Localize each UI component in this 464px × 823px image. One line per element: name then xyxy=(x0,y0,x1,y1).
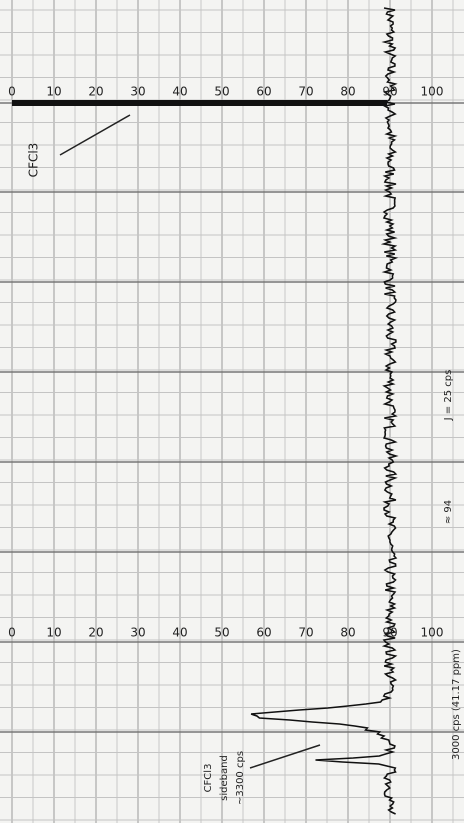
scale-label: 70 xyxy=(298,626,313,640)
scale-label: 60 xyxy=(256,85,271,99)
annotation: ~3300 cps xyxy=(235,751,246,805)
scale-label: 90 xyxy=(382,626,397,640)
spectrum-trace xyxy=(250,7,399,815)
annotation: sideband xyxy=(219,755,230,801)
scale-label: 10 xyxy=(46,626,61,640)
trace xyxy=(12,7,399,815)
scale-label: 40 xyxy=(172,85,187,99)
scale-label: 0 xyxy=(8,626,16,640)
scale-label: 40 xyxy=(172,626,187,640)
scale-label: 100 xyxy=(421,626,444,640)
scale-label: 30 xyxy=(130,626,145,640)
scale-label: 50 xyxy=(214,626,229,640)
scale-label: 20 xyxy=(88,626,103,640)
reference-line xyxy=(12,100,387,106)
scale-label: 0 xyxy=(8,85,16,99)
annotation: J = 25 cps xyxy=(443,370,454,422)
scales: 0 10 20 30 40 50 60 70 80 90 100 0 10 20 30 40 50 60 70 80 9… xyxy=(8,85,443,640)
scale-label: 30 xyxy=(130,85,145,99)
annotation: CFCl3 xyxy=(27,143,41,178)
scale-label: 80 xyxy=(340,626,355,640)
scale-label: 70 xyxy=(298,85,313,99)
annotation: CFCl3 xyxy=(203,764,214,793)
annotation: 3000 cps (41.17 ppm) xyxy=(451,649,462,760)
scale-label: 100 xyxy=(421,85,444,99)
scale-label: 10 xyxy=(46,85,61,99)
scale-label: 60 xyxy=(256,626,271,640)
pointer-arrow xyxy=(59,114,131,156)
scale-label: 20 xyxy=(88,85,103,99)
scale-label: 90 xyxy=(382,85,397,99)
scale-label: 80 xyxy=(340,85,355,99)
scale-label: 50 xyxy=(214,85,229,99)
annotation: ≈ 94 xyxy=(443,500,454,524)
pointer-arrow xyxy=(249,744,321,769)
